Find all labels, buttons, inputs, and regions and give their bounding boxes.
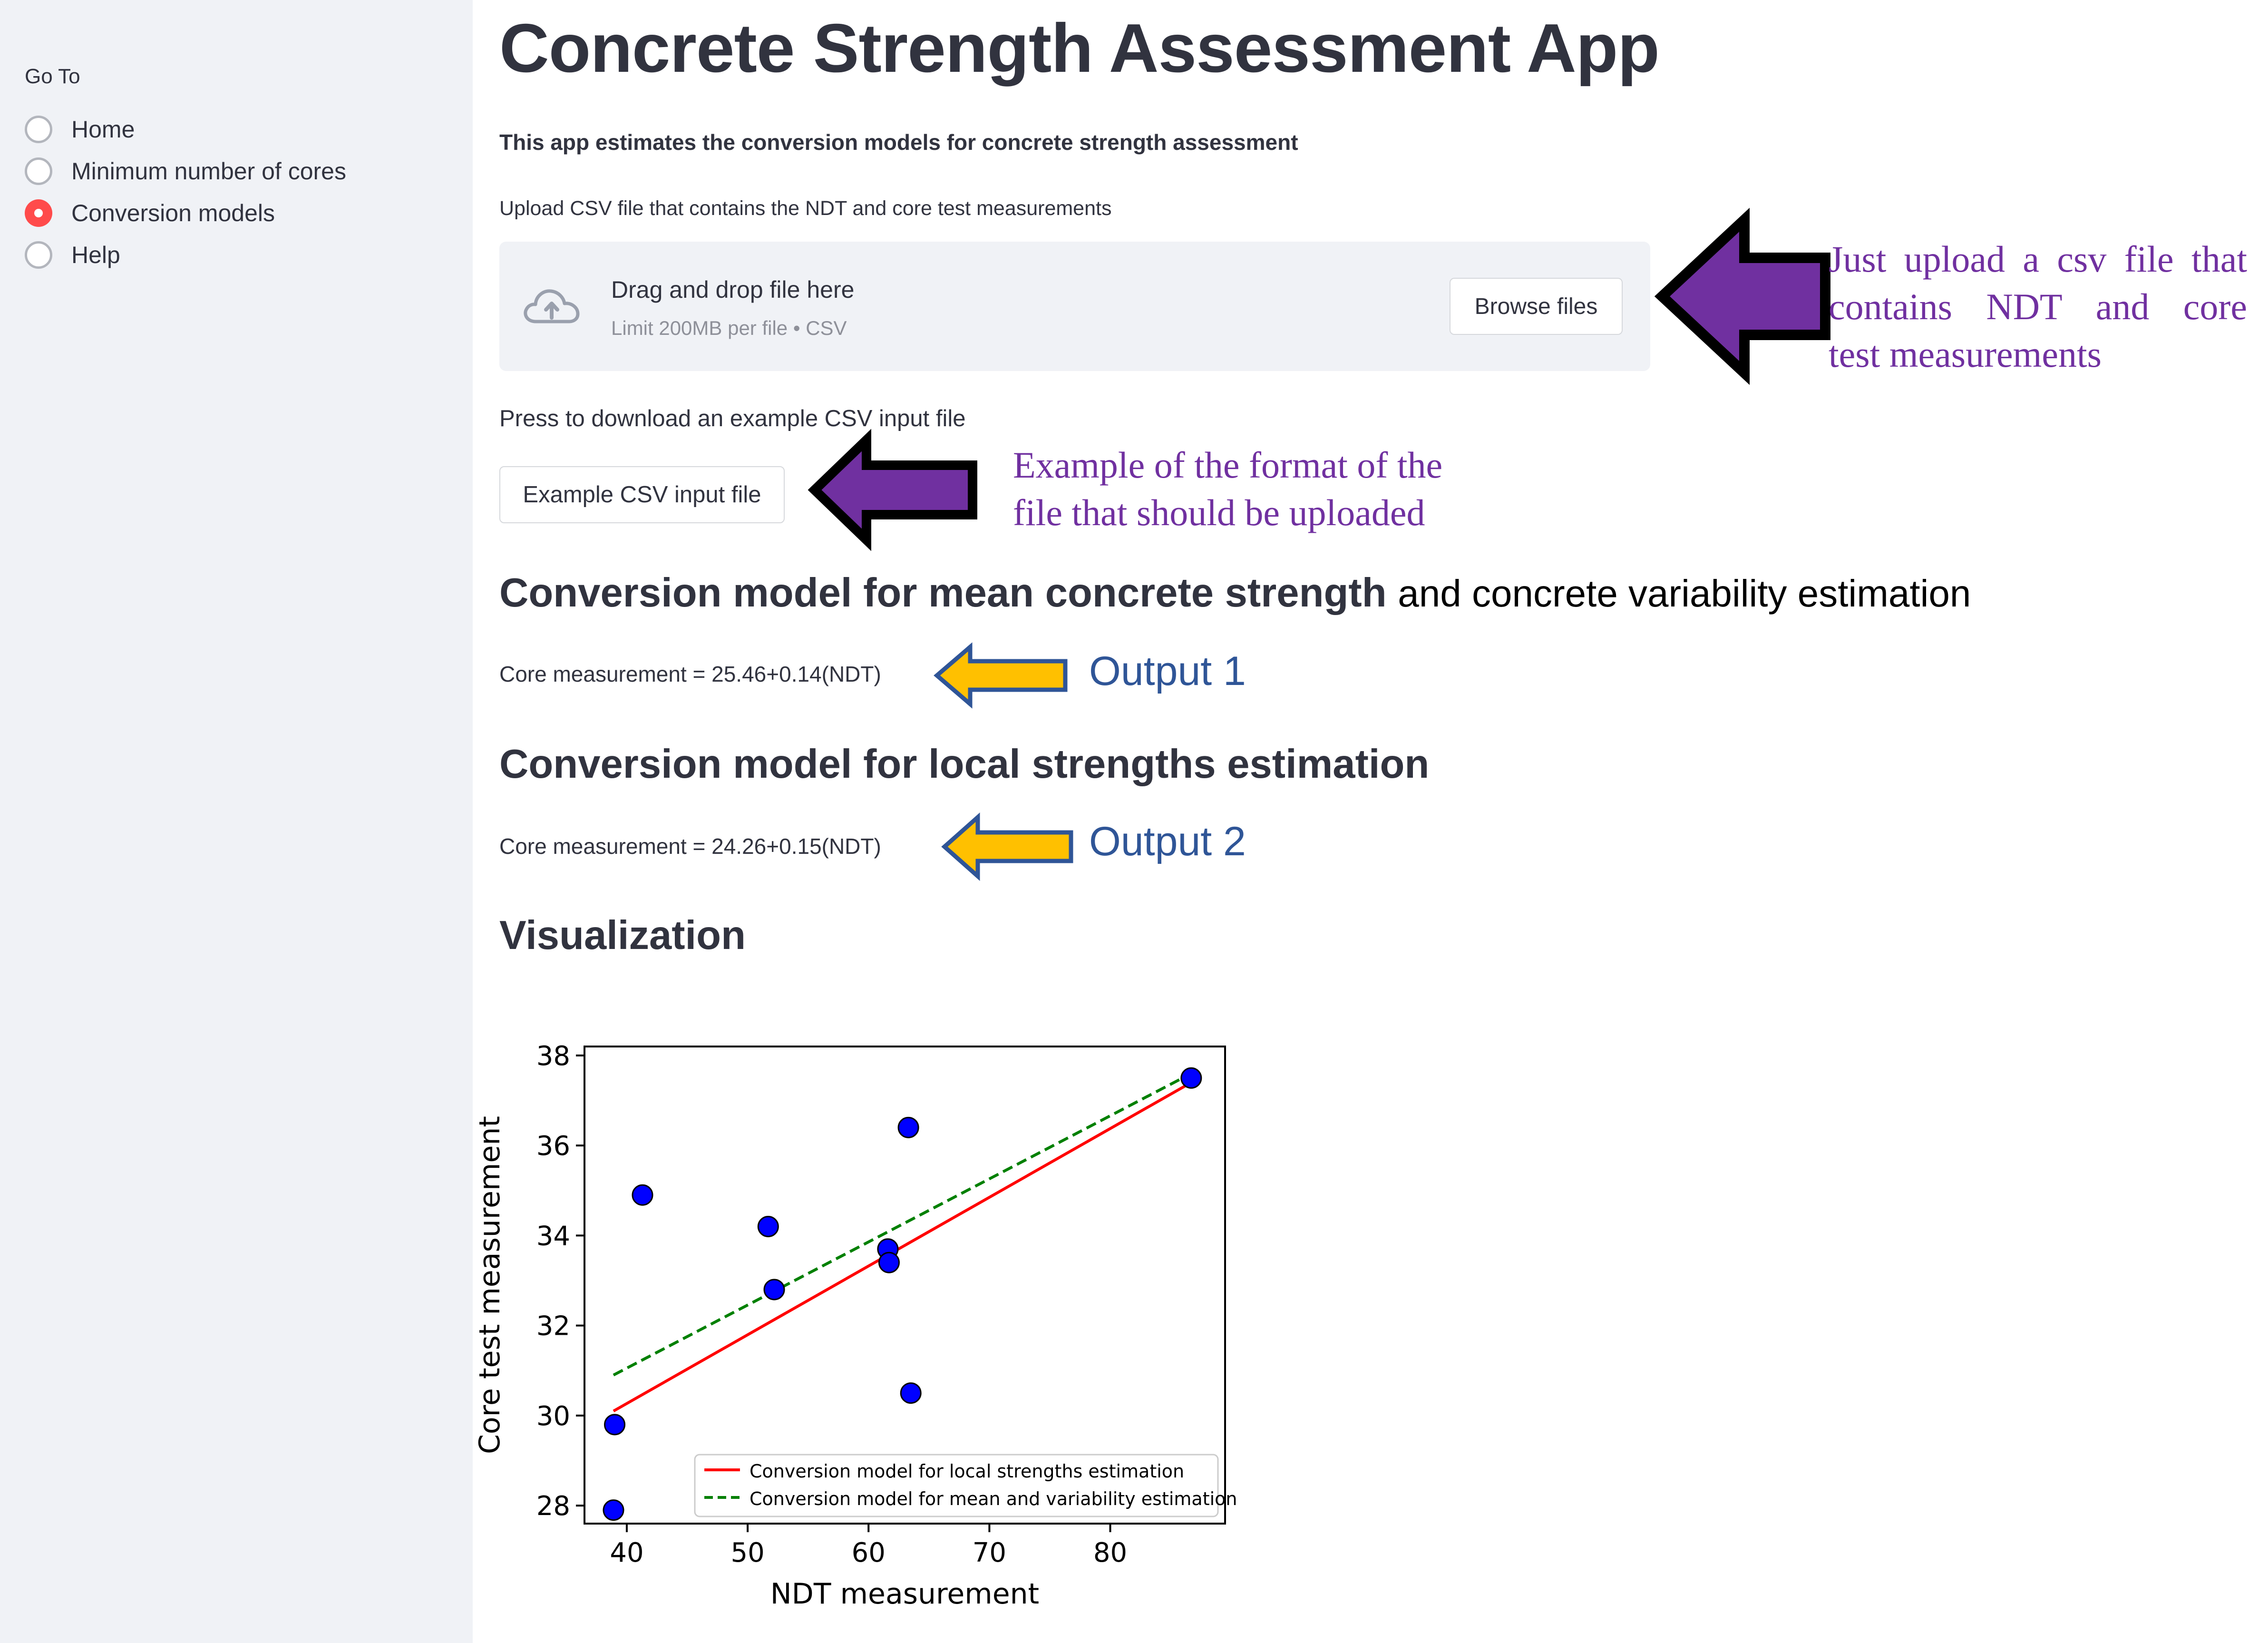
x-tick-label: 40 [610,1537,643,1568]
output2-arrow [941,812,1073,881]
nav-item-home[interactable]: Home [25,110,135,148]
nav-item-help[interactable]: Help [25,236,120,274]
nav-item-minimum-cores[interactable]: Minimum number of cores [25,152,346,190]
x-tick-label: 80 [1093,1537,1127,1568]
upload-annotation-line: Just upload a csv file that [1829,238,2247,280]
upload-annotation-line: test measurements [1829,333,2102,375]
y-tick-label: 34 [536,1221,570,1252]
data-point [757,1215,779,1237]
local-model-line [613,1081,1192,1413]
y-axis-label: Core test measurement [473,1116,506,1454]
radio-button[interactable] [25,116,52,143]
y-tick-label: 32 [536,1311,570,1342]
radio-button[interactable] [25,157,52,185]
legend-label: Conversion model for mean and variabilit… [750,1488,1237,1509]
data-point [763,1279,785,1301]
x-tick-label: 50 [730,1537,764,1568]
x-tick-label: 60 [852,1537,886,1568]
local-model-output: Core measurement = 24.26+0.15(NDT) [499,834,881,859]
data-point [897,1116,919,1138]
y-tick-label: 36 [536,1131,570,1162]
dropzone-instructions: Drag and drop file here [611,276,855,303]
upload-arrow [1654,207,1830,385]
nav-item-label: Conversion models [71,200,275,226]
nav-item-label: Help [71,242,120,268]
y-tick-label: 38 [536,1041,570,1072]
browse-files-button[interactable]: Browse files [1450,278,1623,335]
nav-item-label: Home [71,116,135,143]
local-model-heading: Conversion model for local strengths est… [499,742,1430,787]
example-arrow [808,429,977,551]
output2-annotation: Output 2 [1089,819,1246,864]
upload-annotation: Just upload a csv file that contains NDT… [1829,235,2247,378]
nav-item-conversion-models[interactable]: Conversion models [25,194,275,232]
scatter-chart: 40 50 60 70 80 28 30 32 34 36 38 NDT measurement Cor… [473,1041,1237,1611]
download-label: Press to download an example CSV input f… [499,406,966,431]
upload-label: Upload CSV file that contains the NDT an… [499,197,1112,220]
mean-model-heading: Conversion model for mean concrete stren… [499,570,1971,616]
nav-label: Go To [25,65,80,88]
data-point [1180,1067,1202,1089]
dropzone-limit: Limit 200MB per file • CSV [611,317,847,339]
output1-annotation: Output 1 [1089,648,1246,694]
mean-model-line [613,1072,1192,1377]
legend-label: Conversion model for local strengths est… [750,1461,1184,1482]
nav-item-label: Minimum number of cores [71,158,346,185]
cloud-upload-icon [524,289,580,323]
mean-model-heading-extra: and concrete variability estimation [1398,572,1971,615]
mean-model-heading-text: Conversion model for mean concrete stren… [499,570,1387,616]
example-annotation: Example of the format of the file that s… [1013,441,1442,537]
example-annotation-line: Example of the format of the [1013,444,1443,486]
x-axis-label: NDT measurement [770,1577,1039,1611]
data-point [632,1184,653,1206]
visualization-heading: Visualization [499,913,746,958]
upload-annotation-line: contains NDT and core [1829,286,2247,327]
y-tick-label: 30 [536,1401,570,1432]
intro-text: This app estimates the conversion models… [499,130,1298,155]
radio-button[interactable] [25,241,52,269]
example-annotation-line: file that should be uploaded [1013,492,1425,533]
data-point [604,1414,626,1436]
sidebar: Go To Home Minimum number of cores Conve… [0,0,473,1643]
data-point [878,1252,900,1273]
radio-button-selected[interactable] [25,199,52,227]
y-tick-label: 28 [536,1491,570,1522]
data-point [603,1499,624,1521]
page-title: Concrete Strength Assessment App [499,10,1660,87]
data-point [900,1382,922,1404]
example-csv-button[interactable]: Example CSV input file [499,466,785,523]
mean-model-output: Core measurement = 25.46+0.14(NDT) [499,662,881,686]
output1-arrow [934,642,1068,709]
chart-legend [694,1454,1219,1517]
x-tick-label: 70 [973,1537,1006,1568]
file-dropzone[interactable]: Drag and drop file here Limit 200MB per … [499,242,1650,371]
